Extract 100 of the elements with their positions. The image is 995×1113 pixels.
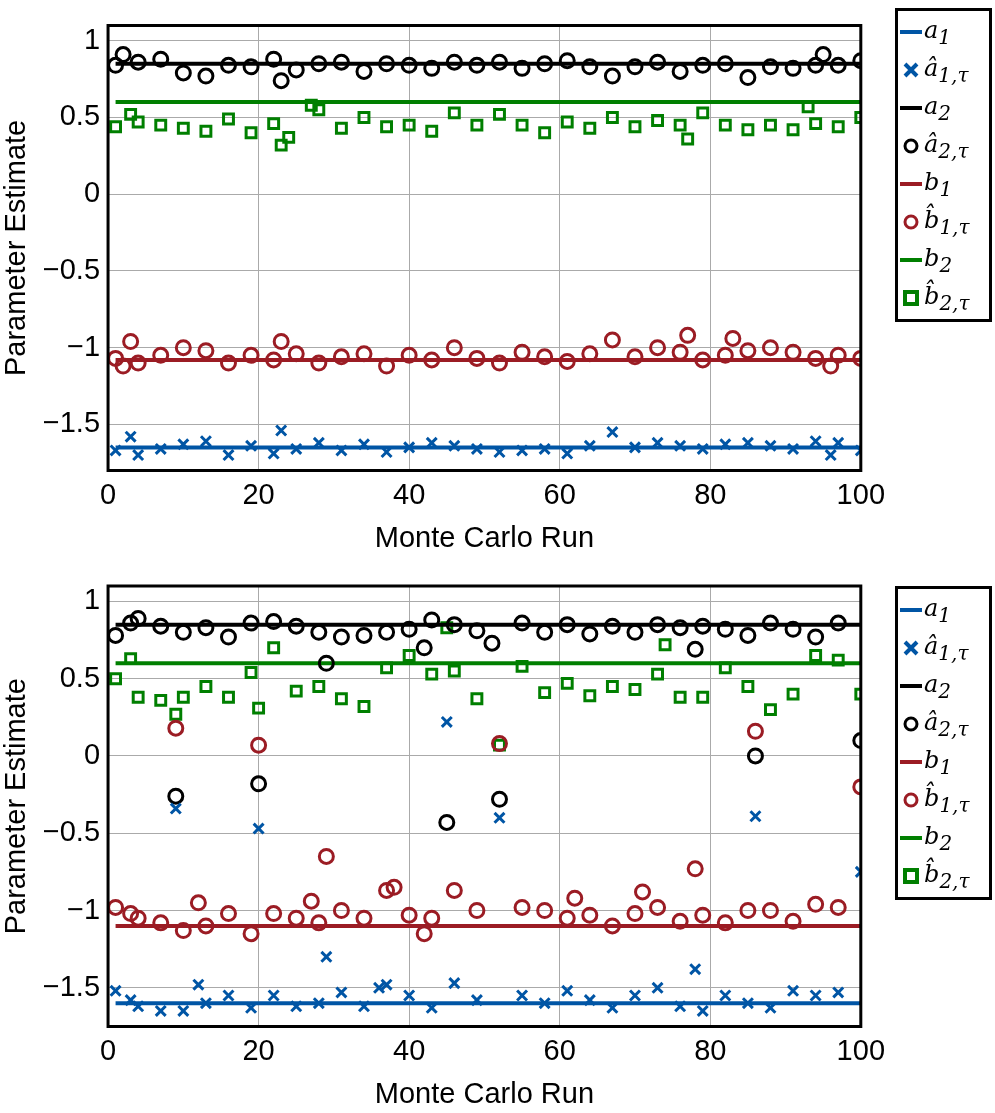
point bbox=[447, 976, 461, 990]
point bbox=[332, 348, 350, 366]
point bbox=[265, 50, 283, 68]
point bbox=[312, 103, 326, 117]
point bbox=[605, 111, 619, 124]
point bbox=[538, 442, 552, 456]
point bbox=[741, 679, 755, 693]
point bbox=[357, 437, 371, 451]
point bbox=[831, 985, 845, 999]
point bbox=[332, 53, 350, 71]
point bbox=[748, 809, 762, 823]
point bbox=[176, 690, 190, 704]
point bbox=[222, 989, 235, 1002]
point bbox=[490, 53, 508, 71]
point bbox=[355, 626, 373, 644]
y-tick-label: 0.5 bbox=[59, 660, 101, 693]
point bbox=[536, 348, 554, 366]
legend-label: b̂$_{2,τ}$ bbox=[924, 281, 970, 315]
point bbox=[154, 693, 168, 707]
point bbox=[829, 614, 847, 632]
point bbox=[152, 617, 170, 635]
legend-label: b$_{1}$ bbox=[924, 745, 953, 779]
point bbox=[628, 683, 642, 696]
point bbox=[468, 349, 486, 367]
point bbox=[829, 898, 847, 916]
x-tick-label: 20 bbox=[242, 477, 275, 510]
point bbox=[583, 439, 597, 453]
point bbox=[400, 346, 418, 364]
point bbox=[688, 962, 702, 976]
point bbox=[129, 53, 147, 71]
point bbox=[152, 50, 170, 68]
y-tick-label: 0 bbox=[83, 176, 101, 209]
point bbox=[289, 442, 303, 456]
y-tick-label: −1 bbox=[66, 892, 101, 925]
legend-label: â$_{1,τ}$ bbox=[924, 631, 969, 665]
point bbox=[605, 425, 619, 439]
point bbox=[222, 690, 235, 704]
point bbox=[809, 434, 823, 448]
point bbox=[809, 649, 823, 662]
x-tick-label: 40 bbox=[393, 1033, 426, 1066]
point bbox=[583, 689, 597, 703]
point bbox=[334, 985, 348, 999]
point bbox=[483, 634, 501, 652]
point bbox=[694, 56, 712, 74]
point bbox=[250, 775, 268, 793]
x-tick-label: 100 bbox=[836, 1033, 885, 1066]
x-tick-label: 80 bbox=[694, 477, 727, 510]
point bbox=[673, 439, 687, 453]
point bbox=[809, 989, 823, 1002]
point bbox=[603, 331, 621, 349]
point bbox=[603, 617, 621, 635]
x-axis-title: Monte Carlo Run bbox=[374, 1076, 595, 1109]
point bbox=[174, 922, 192, 940]
point bbox=[219, 354, 237, 372]
point bbox=[242, 346, 260, 364]
point bbox=[784, 59, 802, 77]
point bbox=[423, 59, 441, 77]
point bbox=[515, 989, 529, 1002]
point bbox=[167, 719, 185, 737]
point bbox=[536, 55, 554, 73]
point bbox=[515, 118, 529, 132]
point bbox=[445, 53, 463, 71]
point bbox=[380, 978, 394, 992]
point bbox=[739, 69, 757, 87]
point bbox=[513, 614, 531, 632]
legend-label: â$_{2,τ}$ bbox=[924, 707, 969, 741]
point bbox=[538, 686, 552, 700]
point bbox=[378, 55, 396, 73]
point bbox=[718, 989, 732, 1002]
point bbox=[425, 124, 439, 138]
point bbox=[402, 118, 416, 132]
point bbox=[716, 620, 734, 638]
point bbox=[724, 329, 742, 347]
point bbox=[649, 898, 667, 916]
point bbox=[447, 664, 461, 678]
point bbox=[176, 437, 190, 451]
point bbox=[651, 667, 665, 681]
point bbox=[385, 878, 403, 896]
point bbox=[122, 905, 140, 923]
point bbox=[493, 107, 506, 121]
point bbox=[686, 860, 704, 878]
point bbox=[219, 905, 237, 923]
point bbox=[174, 339, 192, 357]
point bbox=[764, 439, 777, 453]
point bbox=[558, 352, 576, 370]
point bbox=[468, 56, 486, 74]
point bbox=[312, 679, 326, 693]
point bbox=[470, 993, 484, 1007]
point bbox=[681, 132, 695, 146]
point bbox=[694, 906, 712, 924]
point bbox=[626, 348, 644, 366]
point bbox=[274, 138, 288, 152]
point bbox=[197, 917, 215, 935]
point bbox=[831, 120, 845, 134]
point bbox=[746, 722, 764, 740]
point bbox=[402, 649, 416, 662]
y-tick-label: −1.5 bbox=[42, 406, 101, 439]
point bbox=[402, 989, 416, 1002]
point bbox=[287, 61, 305, 79]
point bbox=[536, 902, 554, 920]
